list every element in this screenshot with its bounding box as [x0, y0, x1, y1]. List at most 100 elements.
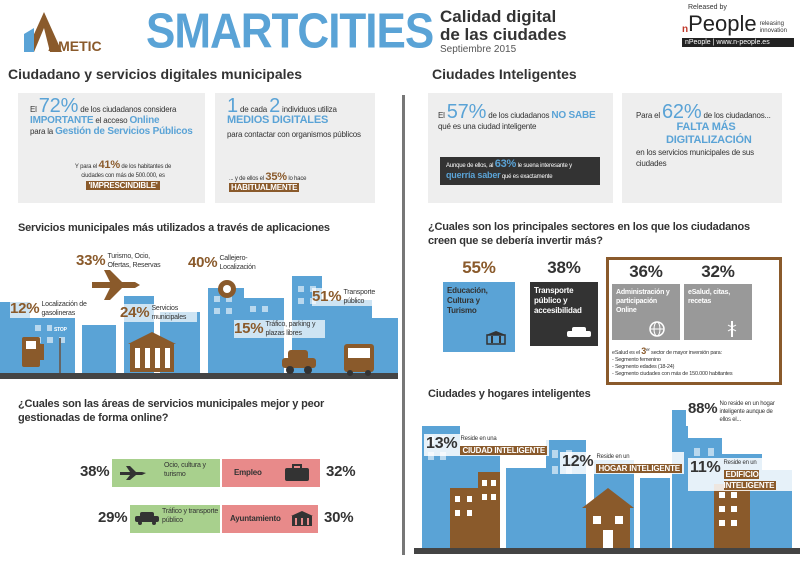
box1-sub-pct: 41% [98, 159, 120, 171]
ametic-name: AMETIC [48, 38, 102, 54]
box1-important: IMPORTANTE [30, 115, 94, 126]
sector-education-pct: 55% [462, 258, 496, 277]
title-line-2: de las ciudades [440, 25, 567, 44]
box2-one: 1 [227, 95, 238, 117]
area-worst-2-pct: 30% [324, 509, 354, 526]
home-house-pct: 12% [562, 453, 594, 470]
box1-l1: de los ciudadanos considera [80, 105, 177, 114]
museum-icon [486, 331, 506, 345]
stat-box-62: Para el 62% de los ciudadanos... FALTA M… [622, 93, 782, 203]
home-building-label: EDIFICIO INTELIGENTE [723, 470, 777, 490]
title-date: Septiembre 2015 [440, 44, 517, 55]
rbox1-sub-l3: qué es exactamente [501, 174, 553, 180]
sector-esalud: 32% eSalud, citas, recetas [684, 262, 752, 340]
ametic-triangle-icon [24, 12, 62, 52]
medical-icon [727, 321, 737, 337]
box1-pct: 72% [38, 95, 79, 117]
home-city-label: CIUDAD INTELIGENTE [460, 446, 548, 455]
box2-sub-l1: ... y de ellos el [229, 176, 264, 182]
rbox2-pct: 62% [661, 101, 702, 123]
app-street-map-pct: 40% [188, 254, 218, 271]
npeople-logo: Released by n People releasing innovatio… [682, 4, 794, 47]
esalud-note-item-2: - Segmento edades (18-24) [612, 363, 675, 370]
app-tourism-label: Turismo, Ocio, Ofertas, Reservas [107, 253, 161, 269]
npeople-url[interactable]: nPeople | www.n-people.es [682, 38, 794, 47]
esalud-note-l1a: eSalud es el [612, 349, 640, 356]
box1-gestion: Gestión de Servicios Públicos [55, 126, 193, 137]
rbox1-pre: El [438, 111, 445, 120]
npeople-tag1: releasing [759, 21, 784, 27]
sector-transport: 38% Transporte público y accesibilidad [530, 258, 598, 346]
title-line-1: Calidad digital [440, 7, 557, 26]
page-title: Calidad digital de las ciudades Septiemb… [440, 7, 567, 56]
box1-sub-l1: de los habitantes de [121, 164, 172, 170]
area-worst-1-label: Empleo [234, 468, 262, 477]
area-best-2-pct: 29% [98, 509, 128, 526]
rbox1-sub-l2: le suena interesante y [517, 163, 573, 169]
sector-admin-box: Administración y participación Online [612, 284, 680, 340]
area-best-1-label: Ocio, cultura y turismo [164, 462, 206, 478]
box2-sub-pct: 35% [265, 171, 287, 183]
home-city-pct: 13% [426, 435, 458, 452]
smartcities-title: SMARTCITIES [146, 4, 434, 59]
area-best-1-pct: 38% [80, 463, 110, 480]
briefcase-icon [285, 464, 309, 481]
rbox1-l1: de los ciudadanos [488, 111, 550, 120]
stat-box-72: El 72% de los ciudadanos considera IMPOR… [18, 93, 205, 203]
sector-transport-box: Transporte público y accesibilidad [530, 282, 598, 346]
app-street-map-label: Callejero- Localización [219, 255, 256, 271]
area-best-2-label: Tráfico y transporte público [162, 508, 219, 524]
car-icon [282, 350, 316, 374]
car-icon [135, 512, 159, 525]
left-section-title: Ciudadano y servicios digitales municipa… [8, 66, 303, 82]
home-city: 13% Reside en una CIUDAD INTELIGENTE [424, 434, 550, 456]
sector-transport-pct: 38% [547, 258, 581, 277]
n-icon: n [682, 24, 689, 35]
house-icon [582, 488, 634, 548]
town-hall-icon [291, 511, 313, 526]
app-gas-stations-label: Localización de gasolineras [41, 301, 87, 317]
home-house: 12% Reside en un HOGAR INTELIGENTE [560, 452, 684, 474]
home-city-pre: Reside en una [460, 436, 497, 442]
app-tourism-pct: 33% [76, 252, 106, 269]
box2-sub-hl: HABITUALMENTE [229, 183, 300, 192]
box1-sub: Y para el 41% de los habitantes de ciuda… [48, 159, 198, 192]
rbox1-sub-hl: querría saber [446, 170, 501, 180]
box1-sub-l2: ciudades con más de 500.000, es [81, 173, 165, 179]
app-municipal-pct: 24% [120, 304, 150, 321]
sector-admin: 36% Administración y participación Onlin… [612, 262, 680, 340]
rbox2-pre: Para el [636, 111, 660, 120]
box1-l3: para la [30, 127, 54, 136]
box1-pre: El [30, 105, 37, 114]
homes-title: Ciudades y hogares inteligentes [428, 388, 591, 400]
area-worst-2-label: Ayuntamiento [230, 514, 281, 523]
rbox1-sub-l1: Aunque de ellos, al [446, 163, 494, 169]
app-tourism: 33% Turismo, Ocio, Ofertas, Reservas [76, 252, 165, 270]
npeople-brand: People [688, 11, 757, 36]
no-reside-text: No reside en un hogar inteligente aunque… [719, 401, 775, 423]
municipal-building-icon [128, 332, 176, 372]
stop-sign-label: STOP [54, 327, 67, 333]
stat-box-57: El 57% de los ciudadanos NO SABE qué es … [428, 93, 613, 203]
city-buildings-icon [450, 472, 500, 554]
no-reside-note: 88% No reside en un hogar inteligente au… [686, 398, 782, 426]
esalud-note: eSalud es el 3er sector de mayor inversi… [612, 346, 780, 378]
no-reside-pct: 88% [688, 400, 718, 417]
rbox1-pct: 57% [446, 101, 487, 123]
apps-title: Servicios municipales más utilizados a t… [18, 222, 330, 234]
sector-admin-label: Administración y participación Online [616, 289, 670, 314]
stop-sign-icon [52, 320, 68, 373]
airplane-icon [120, 466, 146, 480]
esalud-note-item-3: - Segmento ciudades con más de 150.000 h… [612, 370, 733, 377]
areas-title: ¿Cuales son las áreas de servicios munic… [18, 398, 325, 424]
rbox1-l2: qué es una ciudad inteligente [438, 122, 537, 131]
rbox1-nosabe: NO SABE [551, 110, 596, 121]
globe-icon [649, 321, 665, 337]
esalud-note-sup: er [646, 347, 650, 352]
sectors-title: ¿Cuales son los principales sectores en … [428, 221, 750, 247]
airplane-icon [92, 270, 140, 300]
bus-icon [344, 344, 374, 376]
sector-education-box: Educación, Cultura y Turismo [443, 282, 515, 352]
app-street-map: 40% Callejero- Localización [188, 254, 265, 272]
rbox1-sub: Aunque de ellos, al 63% le suena interes… [440, 157, 600, 185]
